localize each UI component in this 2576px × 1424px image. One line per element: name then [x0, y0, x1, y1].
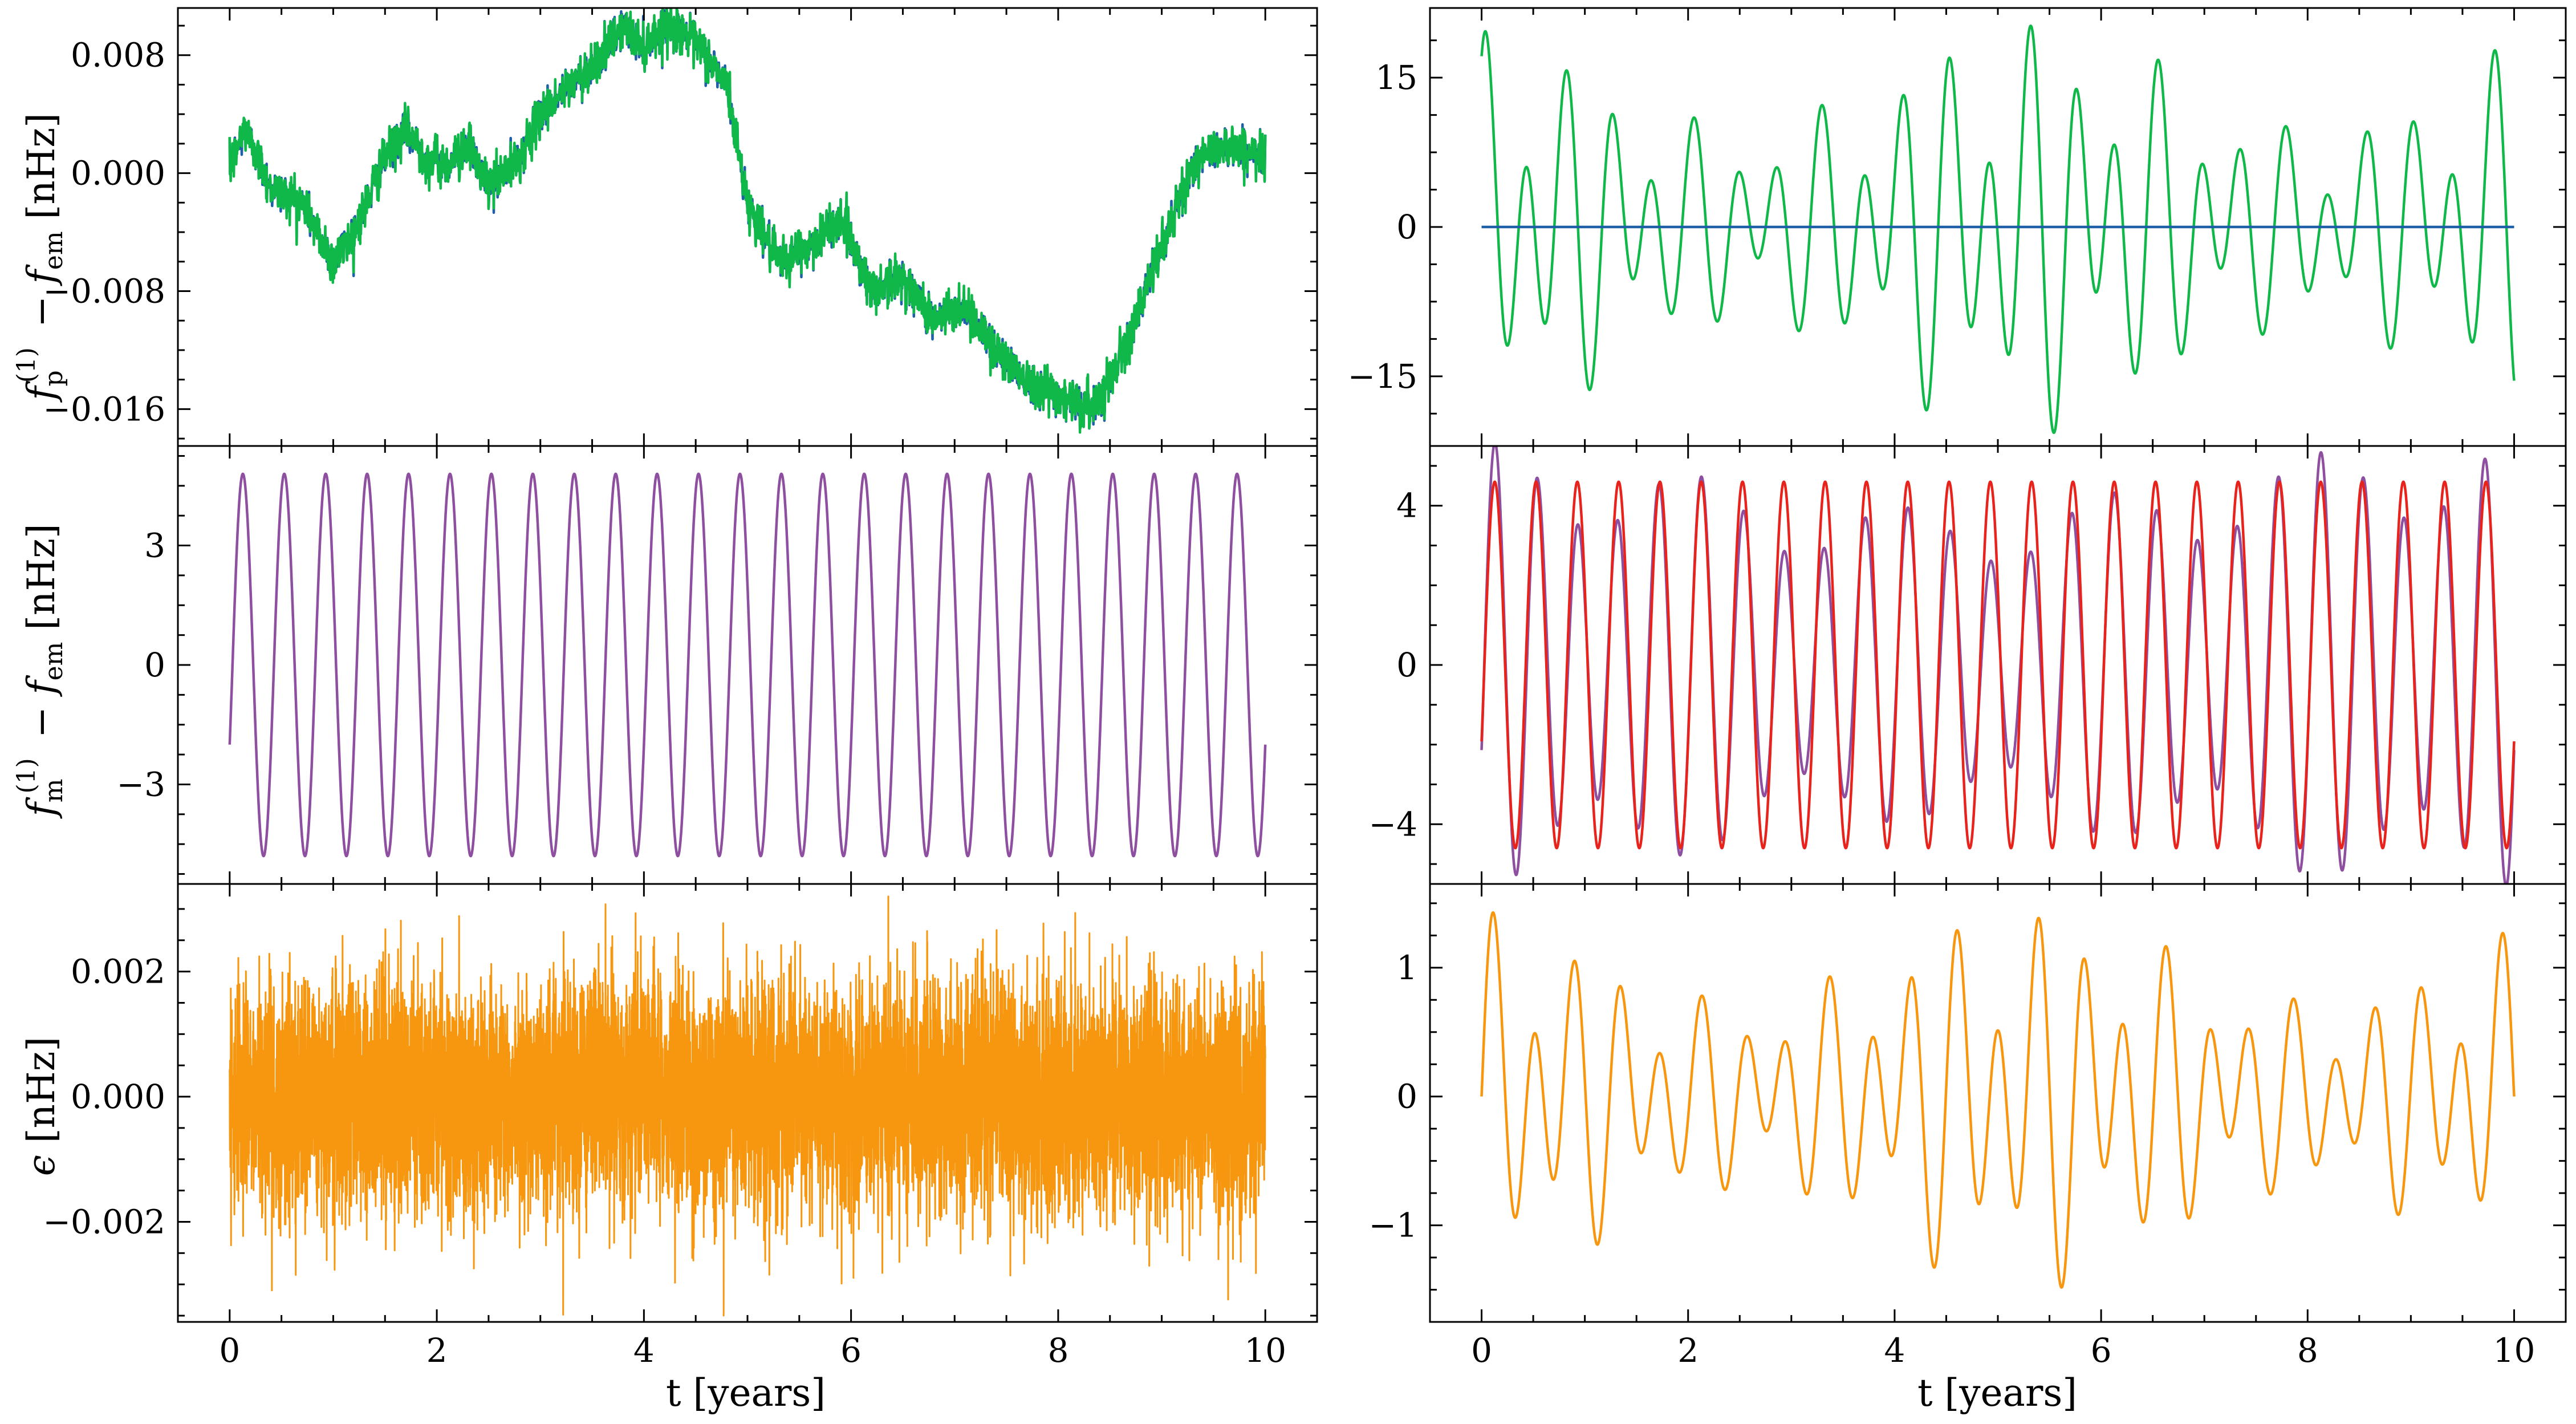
plot-area-right-bot [1480, 911, 2516, 1289]
ylabel-left-top: fp(1) − fem [nHz] [12, 113, 68, 403]
xtick-label-left-bot: 6 [840, 1331, 862, 1370]
xtick-label-right-bot: 6 [2091, 1331, 2112, 1370]
ytick-label-right-bot: 0 [1396, 1077, 1417, 1116]
xtick-label-left-bot: 2 [426, 1331, 448, 1370]
xlabel-right: t [years] [1917, 1371, 2077, 1415]
ytick-label-left-mid: 0 [144, 646, 165, 684]
ylabel-left-mid: fm(1) − fem [nHz] [12, 524, 68, 819]
plot-area-right-mid [1480, 446, 2516, 884]
xtick-label-right-bot: 8 [2297, 1331, 2318, 1370]
xtick-label-left-bot: 8 [1047, 1331, 1068, 1370]
series-right-mid-1 [1480, 480, 2516, 850]
xlabel-left: t [years] [666, 1371, 826, 1415]
ytick-label-right-bot: −1 [1369, 1206, 1418, 1245]
series-right-top-0 [1480, 24, 2516, 435]
plot-area-left-top [228, 8, 1267, 434]
plot-area-right-top [1480, 24, 2516, 435]
ytick-label-left-bot: 0.000 [71, 1077, 165, 1116]
ytick-label-left-top: 0.008 [71, 36, 165, 75]
plot-area-left-bot [229, 895, 1266, 1317]
ytick-label-left-bot: −0.002 [43, 1202, 165, 1241]
ytick-label-right-mid: −4 [1369, 805, 1418, 843]
ytick-label-right-mid: 4 [1396, 486, 1417, 525]
ytick-label-right-top: 15 [1375, 58, 1417, 97]
panel-right-mid: −4 0 4 [1369, 445, 2567, 885]
ytick-label-left-top: 0.000 [71, 154, 165, 193]
series-left-mid-0 [228, 472, 1267, 858]
ytick-label-right-mid: 0 [1396, 646, 1417, 684]
ytick-label-right-top: 0 [1396, 208, 1417, 246]
xtick-label-left-bot: 4 [633, 1331, 655, 1370]
axes-frame-left-mid [177, 445, 1318, 885]
series-right-bot-0 [1480, 911, 2516, 1289]
plot-area-left-mid [228, 472, 1267, 858]
xtick-label-right-bot: 4 [1884, 1331, 1905, 1370]
ytick-label-left-mid: −3 [117, 765, 166, 804]
ytick-label-left-mid: 3 [144, 526, 165, 565]
xtick-label-left-bot: 0 [219, 1331, 240, 1370]
series-left-bot-0 [229, 895, 1266, 1317]
panel-left-bot: 0 2 4 6 8 10 −0.002 0.000 0.002 [43, 883, 1318, 1370]
xtick-label-left-bot: 10 [1244, 1331, 1286, 1370]
axes-frame-right-bot [1429, 883, 2567, 1323]
ytick-label-left-bot: 0.002 [71, 952, 165, 991]
panel-right-bot: 0 2 4 6 8 10 −1 0 1 [1369, 883, 2567, 1370]
xtick-label-right-bot: 10 [2493, 1331, 2536, 1370]
ylabel-left-bot: ϵ [nHz] [19, 1037, 63, 1176]
ytick-label-right-bot: 1 [1396, 948, 1417, 987]
ytick-label-left-top: −0.008 [43, 271, 165, 310]
xtick-label-right-bot: 0 [1471, 1331, 1492, 1370]
xtick-label-right-bot: 2 [1677, 1331, 1699, 1370]
panel-right-top: −15 0 15 [1348, 7, 2567, 447]
ytick-label-right-top: −15 [1348, 357, 1417, 396]
ytick-label-left-top: −0.016 [43, 390, 165, 428]
series-left-top-1 [228, 8, 1267, 434]
panel-left-top: −0.016 −0.008 0.000 0.008 [43, 7, 1318, 447]
panel-left-mid: −3 0 3 [117, 445, 1318, 885]
